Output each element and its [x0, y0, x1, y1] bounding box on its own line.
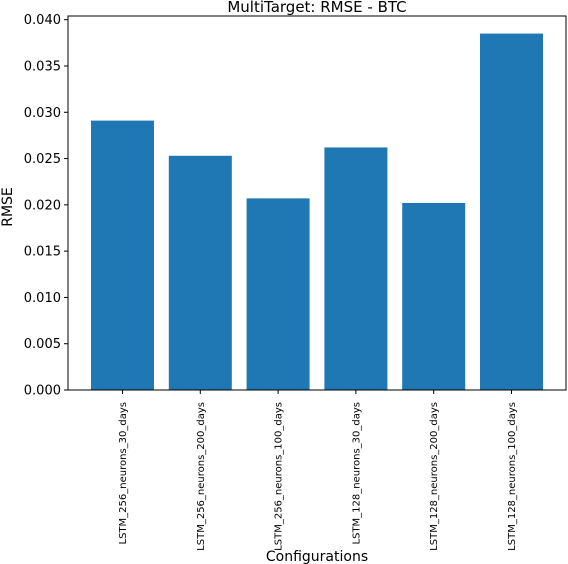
- y-axis-title: RMSE: [0, 187, 16, 227]
- chart-title: MultiTarget: RMSE - BTC: [227, 0, 406, 16]
- x-tick-label: LSTM_256_neurons_30_days: [118, 402, 129, 544]
- y-tick-label: 0.010: [24, 291, 61, 306]
- y-tick-label: 0.020: [24, 198, 61, 213]
- bar: [402, 203, 466, 390]
- y-tick-label: 0.025: [24, 152, 61, 167]
- bar: [480, 33, 543, 390]
- y-tick-label: 0.040: [24, 13, 61, 28]
- bar: [91, 120, 154, 390]
- x-tick-label: LSTM_256_neurons_100_days: [274, 402, 285, 551]
- y-tick-label: 0.030: [24, 106, 61, 121]
- y-tick-label: 0.015: [24, 245, 61, 260]
- bars-group: [91, 33, 543, 390]
- x-axis-title: Configurations: [266, 549, 368, 564]
- x-axis-ticks: LSTM_256_neurons_30_days LSTM_256_neurons…: [118, 390, 518, 551]
- y-axis-ticks: 0.000 0.005 0.010 0.015 0.020 0.025 0.030 0.035…: [24, 13, 68, 399]
- y-tick-label: 0.005: [24, 337, 61, 352]
- x-tick-label: LSTM_128_neurons_200_days: [429, 402, 440, 551]
- y-tick-label: 0.000: [24, 384, 61, 399]
- y-tick-label: 0.035: [24, 59, 61, 74]
- bar: [168, 155, 232, 390]
- x-tick-label: LSTM_128_neurons_100_days: [507, 402, 518, 551]
- bar: [246, 198, 310, 390]
- x-tick-label: LSTM_256_neurons_200_days: [196, 402, 207, 551]
- plot-frame: [67, 15, 567, 391]
- x-tick-label: LSTM_128_neurons_30_days: [351, 402, 362, 544]
- bar: [324, 147, 388, 390]
